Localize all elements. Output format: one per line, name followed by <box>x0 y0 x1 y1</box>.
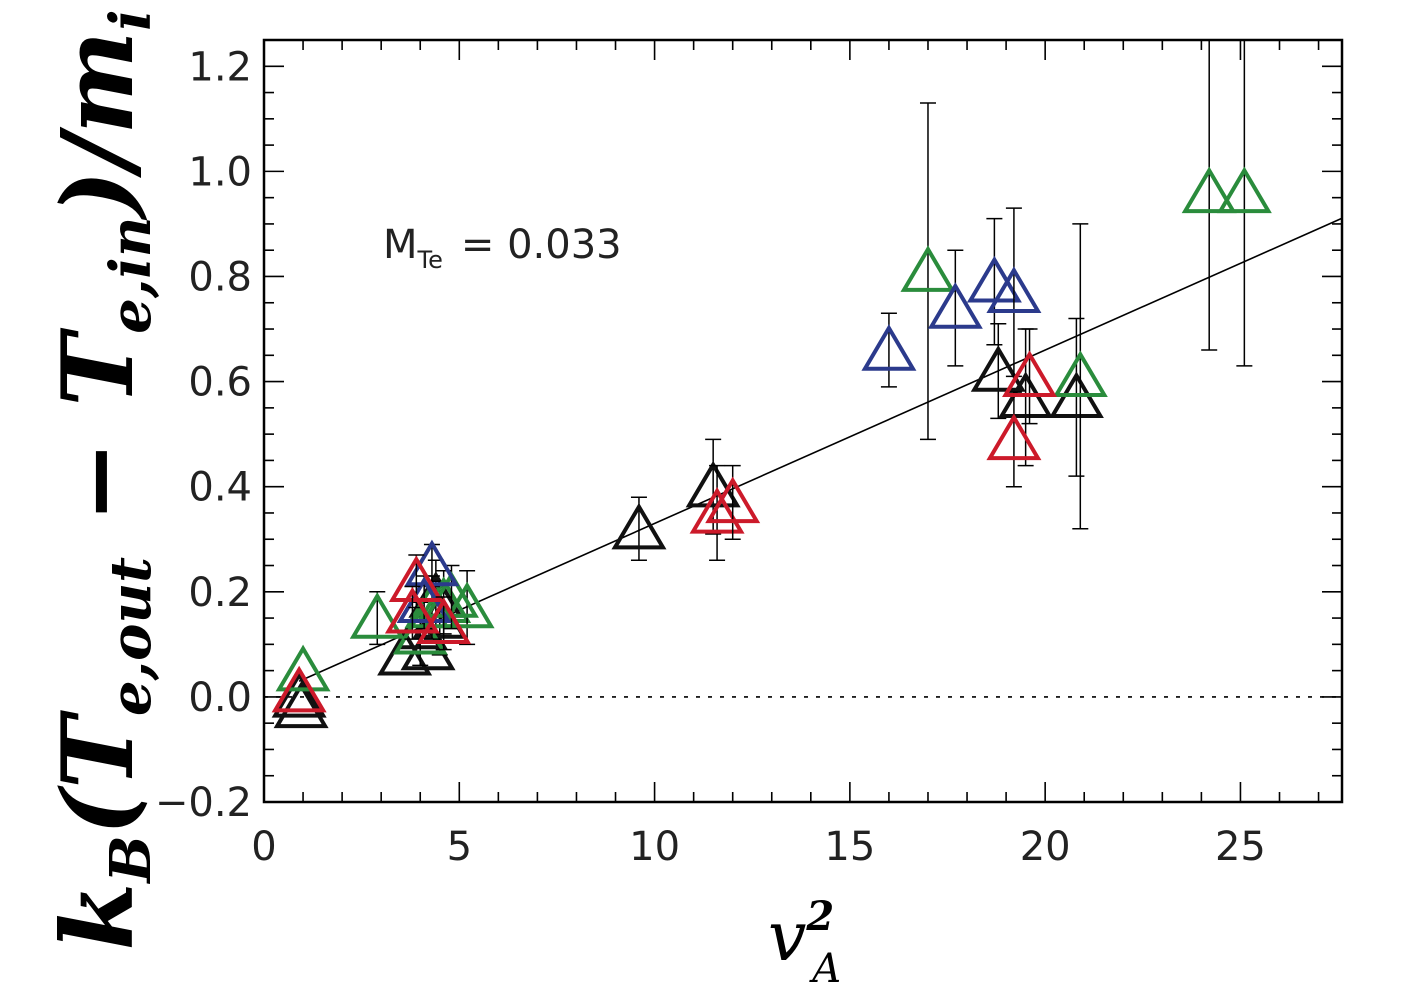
data-point-triangle <box>986 266 1042 313</box>
y-tick-label: 0.8 <box>188 254 252 300</box>
data-point-triangle <box>900 245 956 292</box>
data-point-triangle <box>689 487 745 534</box>
data-point-triangle <box>927 282 983 329</box>
svg-text:v2A: v2 A <box>768 893 841 992</box>
data-point-triangle <box>1002 350 1058 398</box>
fit-line <box>298 217 1343 683</box>
x-tick-label: 15 <box>824 824 875 870</box>
data-point-triangle <box>439 581 495 629</box>
y-tick-label: 0.4 <box>188 465 252 511</box>
fit-slope-annotation: MTe = 0.033 <box>383 222 622 274</box>
x-tick-label: 5 <box>447 824 472 870</box>
data-point-triangle <box>349 592 405 639</box>
svg-text:MTe= 0.033: MTe = 0.033 <box>383 222 622 274</box>
y-tick-label: 1.0 <box>188 149 252 195</box>
x-tick-label: 25 <box>1215 824 1266 870</box>
data-point-triangle <box>1052 350 1108 398</box>
y-tick-label: 0.2 <box>188 570 252 616</box>
svg-text:kB(Te,out − Te,in)/mi: kB(Te,out − Te,in)/mi <box>41 9 164 950</box>
x-axis-label: v2 A <box>768 893 841 992</box>
plot-frame <box>262 38 1344 804</box>
data-point-triangle <box>416 597 472 645</box>
data-point-triangle <box>384 586 440 634</box>
y-tick-label: 1.2 <box>188 44 252 90</box>
data-point-triangle <box>611 502 667 550</box>
x-tick-label: 20 <box>1020 824 1071 870</box>
data-point-triangle <box>705 476 761 524</box>
data-point-triangle <box>1181 166 1237 214</box>
data-point-triangle <box>1216 166 1272 214</box>
y-tick-label: 0.0 <box>188 675 252 721</box>
data-point-triangle <box>271 665 327 713</box>
data-point-triangle <box>273 681 329 729</box>
data-point-triangle <box>275 644 331 692</box>
data-point-triangle <box>685 460 741 508</box>
y-axis-label: kB(Te,out − Te,in)/mi <box>41 9 164 950</box>
y-tick-label: 0.6 <box>188 360 252 406</box>
data-point-triangle <box>986 413 1042 461</box>
x-tick-label: 10 <box>629 824 680 870</box>
data-point-triangle <box>970 345 1026 392</box>
data-point-triangle <box>861 324 917 371</box>
x-tick-label: 0 <box>251 824 276 870</box>
data-point-triangle <box>271 670 327 718</box>
y-tick-label: −0.2 <box>155 780 252 826</box>
